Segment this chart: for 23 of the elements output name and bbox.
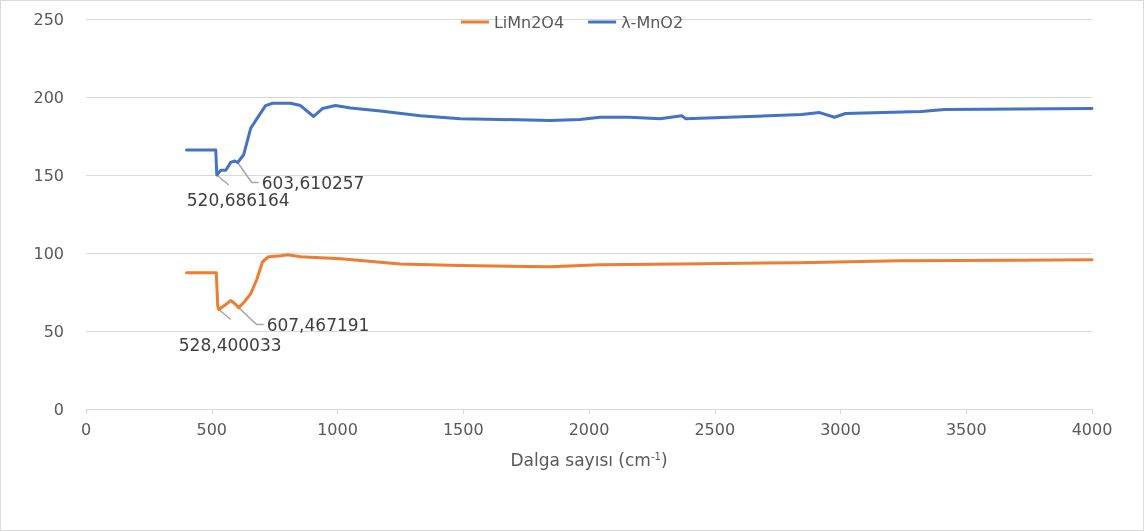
y-tick-label: 150 [33, 165, 64, 185]
x-tick-label: 3500 [945, 419, 987, 439]
x-tick-label: 2500 [694, 419, 736, 439]
x-tick-label: 1500 [442, 419, 484, 439]
annotation: 603,610257 [261, 172, 365, 193]
x-tick-label: 2000 [568, 419, 610, 439]
y-tick-label: 200 [33, 87, 64, 107]
line-series [185, 101, 1094, 177]
x-tick-label: 1000 [317, 419, 358, 439]
legend-label: λ-MnO2 [621, 12, 684, 32]
annotation: 607,467191 [266, 314, 370, 335]
annotation: 528,400033 [178, 335, 282, 356]
annotation: 520,686164 [186, 190, 290, 210]
legend-label: LiMn2O4 [493, 12, 565, 32]
y-tick-label: 0 [53, 399, 64, 419]
y-tick-label: 100 [33, 243, 64, 263]
x-tick-label: 4000 [1071, 419, 1113, 439]
x-tick-label: 3000 [820, 419, 861, 439]
x-tick-label: 0 [80, 419, 92, 439]
y-tick-label: 250 [33, 9, 64, 29]
line-series [185, 253, 1094, 311]
x-tick-label: 500 [196, 419, 228, 439]
y-tick-label: 50 [43, 321, 64, 341]
